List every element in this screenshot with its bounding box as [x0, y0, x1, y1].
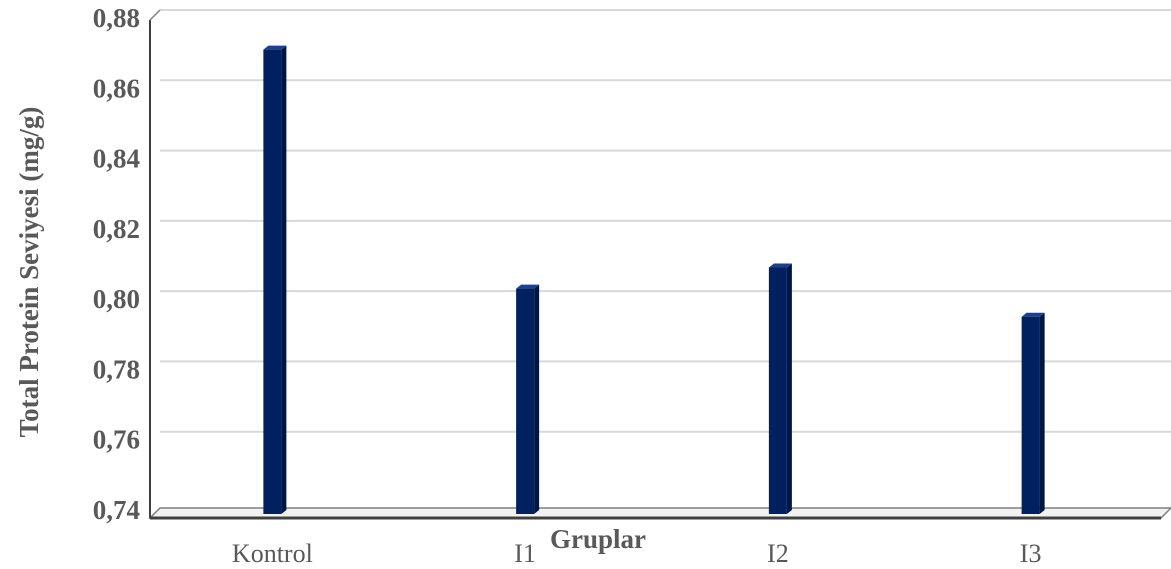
y-tick-label: 0,88 [93, 3, 140, 33]
x-axis-title: Gruplar [550, 524, 646, 554]
y-tick-label: 0,80 [93, 284, 140, 314]
y-tick-label: 0,86 [93, 73, 140, 103]
y-tick-label: 0,76 [93, 425, 140, 455]
y-axis-depth-edge [149, 9, 161, 21]
x-tick-label: Kontrol [232, 539, 313, 568]
x-tick-label: I2 [767, 539, 789, 568]
y-tick-label: 0,74 [93, 495, 140, 525]
y-tick-labels: 0,74 0,76 0,78 0,80 0,82 0,84 0,86 0,88 [93, 3, 140, 525]
chart-floor [148, 507, 1171, 520]
y-axis-title: Total Protein Seviyesi (mg/g) [14, 107, 44, 438]
y-tick-label: 0,84 [93, 144, 140, 174]
bar-kontrol [263, 45, 287, 514]
bar-i1 [516, 284, 540, 514]
bars [263, 45, 1045, 514]
x-tick-label: I1 [514, 539, 536, 568]
x-tick-labels: Kontrol I1 I2 I3 [232, 539, 1042, 568]
bar-i3 [1021, 312, 1045, 514]
x-tick-label: I3 [1020, 539, 1042, 568]
bar-i2 [768, 263, 792, 514]
gridlines [160, 9, 1171, 433]
y-tick-label: 0,82 [93, 214, 140, 244]
y-tick-label: 0,78 [93, 354, 140, 384]
y-axis [149, 9, 161, 518]
